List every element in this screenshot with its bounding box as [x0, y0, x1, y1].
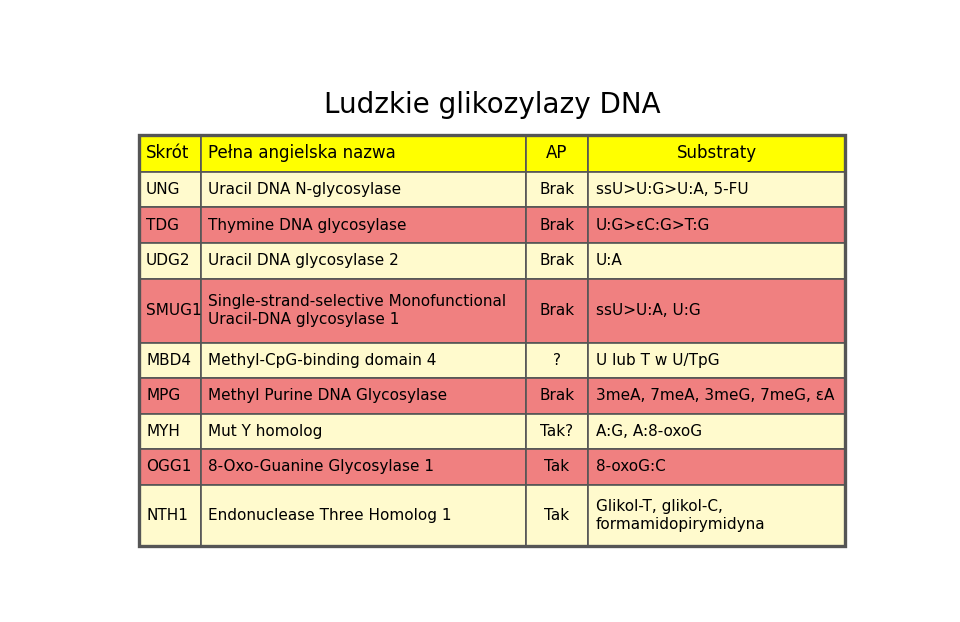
Text: Tak: Tak [544, 508, 569, 523]
Bar [526, 449, 588, 485]
Text: Tak: Tak [544, 460, 569, 475]
Text: Uracil DNA glycosylase 2: Uracil DNA glycosylase 2 [208, 253, 399, 268]
Text: U:A: U:A [595, 253, 622, 268]
Bar [201, 207, 526, 243]
Text: Endonuclease Three Homolog 1: Endonuclease Three Homolog 1 [208, 508, 452, 523]
Bar [201, 172, 526, 207]
Text: 3meA, 7meA, 3meG, 7meG, εA: 3meA, 7meA, 3meG, 7meG, εA [595, 388, 834, 404]
Text: Methyl Purine DNA Glycosylase: Methyl Purine DNA Glycosylase [208, 388, 447, 404]
Text: ssU>U:A, U:G: ssU>U:A, U:G [595, 303, 700, 318]
Bar [526, 485, 588, 546]
Text: Pełna angielska nazwa: Pełna angielska nazwa [208, 144, 396, 162]
Bar [201, 378, 526, 414]
Bar [588, 485, 846, 546]
Bar [138, 449, 201, 485]
Text: TDG: TDG [146, 218, 179, 233]
Text: Uracil DNA N-glycosylase: Uracil DNA N-glycosylase [208, 182, 401, 197]
Text: Brak: Brak [540, 388, 575, 404]
Text: AP: AP [546, 144, 567, 162]
Bar [201, 414, 526, 449]
Text: UDG2: UDG2 [146, 253, 190, 268]
Bar [588, 449, 846, 485]
Bar [526, 343, 588, 378]
Bar [588, 343, 846, 378]
Text: Substraty: Substraty [677, 144, 756, 162]
Text: Methyl-CpG-binding domain 4: Methyl-CpG-binding domain 4 [208, 353, 437, 368]
Text: Brak: Brak [540, 218, 575, 233]
Text: 8-oxoG:C: 8-oxoG:C [595, 460, 665, 475]
Text: 8-Oxo-Guanine Glycosylase 1: 8-Oxo-Guanine Glycosylase 1 [208, 460, 434, 475]
Text: OGG1: OGG1 [146, 460, 191, 475]
Bar [138, 279, 201, 343]
Text: U:G>εC:G>T:G: U:G>εC:G>T:G [595, 218, 710, 233]
Text: Ludzkie glikozylazy DNA: Ludzkie glikozylazy DNA [324, 91, 660, 119]
Bar [526, 207, 588, 243]
Bar [138, 134, 201, 172]
Bar [201, 343, 526, 378]
Text: ssU>U:G>U:A, 5-FU: ssU>U:G>U:A, 5-FU [595, 182, 748, 197]
Text: MPG: MPG [146, 388, 180, 404]
Bar [588, 172, 846, 207]
Bar [588, 207, 846, 243]
Text: Brak: Brak [540, 182, 575, 197]
Text: SMUG1: SMUG1 [146, 303, 202, 318]
Text: MBD4: MBD4 [146, 353, 191, 368]
Text: Tak?: Tak? [540, 424, 573, 439]
Bar [201, 485, 526, 546]
Bar [526, 414, 588, 449]
Text: NTH1: NTH1 [146, 508, 188, 523]
Bar [138, 485, 201, 546]
Bar [138, 414, 201, 449]
Bar [138, 243, 201, 279]
Text: Thymine DNA glycosylase: Thymine DNA glycosylase [208, 218, 407, 233]
Text: UNG: UNG [146, 182, 180, 197]
Bar [201, 449, 526, 485]
Text: Glikol-T, glikol-C,
formamidopirymidyna: Glikol-T, glikol-C, formamidopirymidyna [595, 499, 765, 532]
Text: Brak: Brak [540, 303, 575, 318]
Text: Mut Y homolog: Mut Y homolog [208, 424, 323, 439]
Text: ?: ? [553, 353, 561, 368]
Bar [588, 378, 846, 414]
Bar [588, 243, 846, 279]
Bar [588, 134, 846, 172]
Bar [138, 134, 846, 546]
Text: U lub T w U/TpG: U lub T w U/TpG [595, 353, 719, 368]
Bar [138, 172, 201, 207]
Text: A:G, A:8-oxoG: A:G, A:8-oxoG [595, 424, 702, 439]
Bar [526, 134, 588, 172]
Bar [138, 343, 201, 378]
Text: Brak: Brak [540, 253, 575, 268]
Bar [138, 378, 201, 414]
Bar [201, 134, 526, 172]
Bar [588, 279, 846, 343]
Text: Skrót: Skrót [146, 144, 189, 162]
Bar [201, 243, 526, 279]
Bar [138, 207, 201, 243]
Bar [526, 172, 588, 207]
Bar [526, 243, 588, 279]
Bar [526, 279, 588, 343]
Bar [588, 414, 846, 449]
Bar [201, 279, 526, 343]
Text: Single-strand-selective Monofunctional
Uracil-DNA glycosylase 1: Single-strand-selective Monofunctional U… [208, 294, 506, 327]
Bar [526, 378, 588, 414]
Text: MYH: MYH [146, 424, 180, 439]
